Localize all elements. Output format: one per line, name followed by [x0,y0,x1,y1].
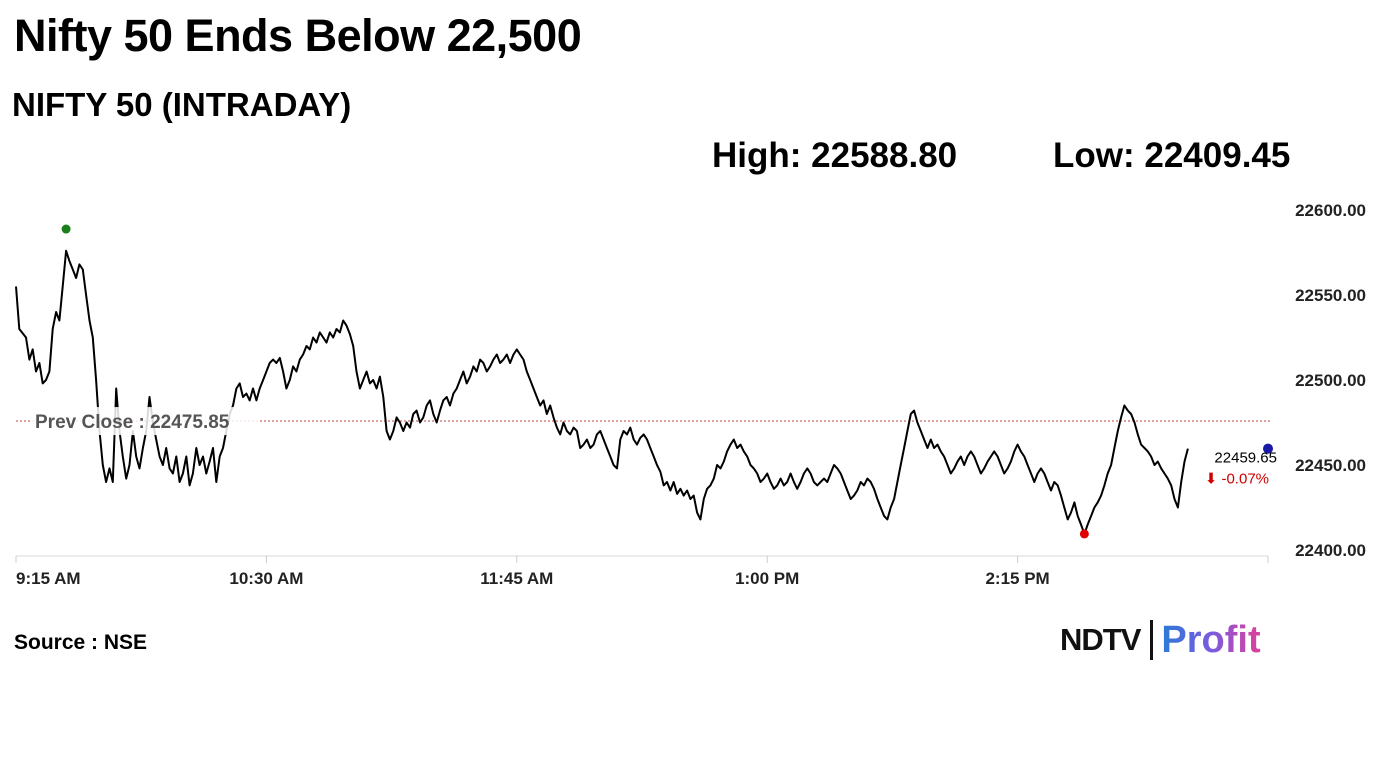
prev-close-label: Prev Close : 22475.85 [35,412,230,433]
y-tick-label: 22450.00 [1295,456,1366,475]
source-label: Source : NSE [14,631,148,654]
x-tick-label: 9:15 AM [16,569,81,588]
change-label: ⬇ -0.07% [1205,471,1269,488]
x-tick-label: 1:00 PM [735,569,799,588]
y-tick-label: 22600.00 [1295,201,1366,220]
chart-title: Nifty 50 Ends Below 22,500 [14,10,582,61]
day-low: Low: 22409.45 [1053,136,1291,175]
brand-separator [1150,620,1154,660]
brand-profit: Profit [1161,618,1261,661]
price-line [15,249,1189,535]
last-value-label: 22459.65 [1214,450,1277,467]
x-tick-label: 11:45 AM [480,569,553,588]
last-value-marker [1263,443,1273,454]
brand-logo: NDTV Profit [1060,618,1261,662]
low-marker [1079,529,1089,539]
brand-ndtv: NDTV [1060,622,1141,657]
day-high: High: 22588.80 [712,136,958,175]
x-tick-label: 10:30 AM [229,569,303,588]
chart-subtitle: NIFTY 50 (INTRADAY) [12,86,352,123]
prev-close-label-bg [30,407,258,436]
y-tick-label: 22550.00 [1295,286,1366,305]
y-tick-label: 22400.00 [1295,541,1366,560]
x-tick-label: 2:15 PM [985,569,1049,588]
high-marker [61,224,71,234]
y-tick-label: 22500.00 [1295,371,1366,390]
